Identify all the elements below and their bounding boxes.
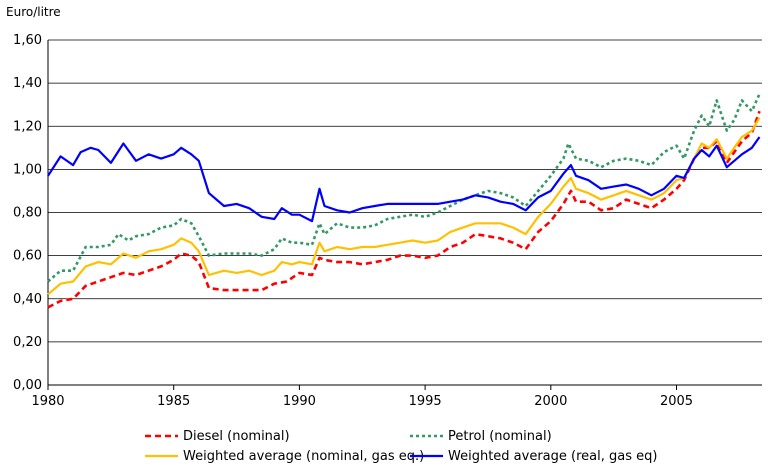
x-tick-label: 1990 — [283, 394, 316, 409]
y-tick-label: 0,00 — [13, 378, 42, 393]
x-tick-label: 2005 — [660, 394, 693, 409]
grid-lines — [48, 39, 762, 343]
y-tick-label: 1,20 — [13, 119, 42, 134]
axes — [47, 40, 762, 386]
series-line-1 — [47, 93, 761, 283]
y-tick-label: 1,60 — [13, 33, 42, 48]
x-tick-label: 1980 — [31, 394, 64, 409]
x-tick-label: 1985 — [157, 394, 190, 409]
legend-label-2: Weighted average (nominal, gas eq.) — [183, 449, 424, 464]
y-tick-label: 1,40 — [13, 76, 42, 91]
series-line-3 — [47, 136, 761, 223]
y-tick-label: 1,00 — [13, 162, 42, 177]
y-tick-label: 0,60 — [13, 249, 42, 264]
x-axis-ticks: 1980 1985 1990 1995 2000 2005 — [31, 385, 693, 409]
series-line-2 — [47, 117, 761, 296]
y-tick-label: 0,80 — [13, 206, 42, 221]
y-tick-label: 0,40 — [13, 292, 42, 307]
legend: Diesel (nominal) Petrol (nominal) Weighted… — [145, 429, 657, 464]
legend-label-1: Petrol (nominal) — [448, 429, 552, 444]
y-tick-label: 0,20 — [13, 335, 42, 350]
series-lines — [47, 93, 761, 309]
legend-label-0: Diesel (nominal) — [183, 429, 290, 444]
series-line-0 — [47, 110, 761, 309]
y-unit-label: Euro/litre — [6, 5, 61, 19]
y-axis-ticks: 0,00 0,20 0,40 0,60 0,80 1,00 1,20 1,40 1,60 — [13, 33, 42, 393]
legend-label-3: Weighted average (real, gas eq) — [448, 449, 657, 464]
x-tick-label: 1995 — [409, 394, 442, 409]
x-tick-label: 2000 — [534, 394, 567, 409]
